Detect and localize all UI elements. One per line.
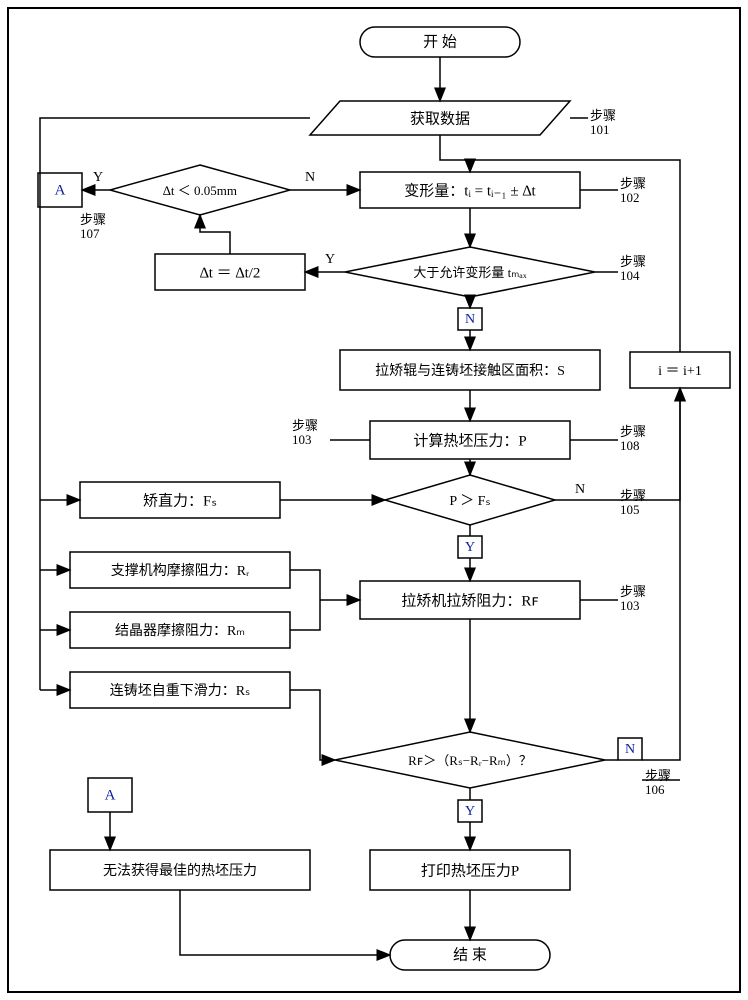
node-incr: i ＝ i+1 xyxy=(630,352,730,388)
label-delta-dec: ∆t ＜ 0.05mm xyxy=(163,183,237,198)
node-printP: 打印热坯压力P xyxy=(370,850,570,890)
node-Rm: 结晶器摩擦阻力：Rₘ xyxy=(70,612,290,648)
step-103a: 步骤103 xyxy=(292,418,318,447)
edge-acquire-deform xyxy=(440,135,470,172)
label-incr: i ＝ i+1 xyxy=(658,364,702,379)
deltadec-N: N xyxy=(305,170,315,185)
node-end: 结 束 xyxy=(390,940,550,970)
node-calcP: 计算热坯压力：P xyxy=(370,421,570,459)
label-A-lower: A xyxy=(105,787,116,803)
node-Fs: 矫直力：Fₛ xyxy=(80,482,280,518)
node-RF: 拉矫机拉矫阻力：Rꜰ xyxy=(360,581,580,619)
label-contact: 拉矫辊与连铸坯接触区面积：S xyxy=(375,362,565,379)
node-half-dt: ∆t ＝ ∆t/2 xyxy=(155,254,305,290)
node-cond-R: Rꜰ＞（Rₛ−Rᵣ−Rₘ）？ xyxy=(335,732,605,788)
label-RF: 拉矫机拉矫阻力：Rꜰ xyxy=(401,592,538,609)
label-Rs: 连铸坯自重下滑力：Rₛ xyxy=(110,682,251,699)
edge-condR-incr xyxy=(642,388,680,760)
label-Fs: 矫直力：Fₛ xyxy=(143,492,217,509)
node-Rr: 支撑机构摩擦阻力：Rᵣ xyxy=(70,552,290,588)
label-p-gt-fs: P ＞ Fₛ xyxy=(449,494,490,509)
label-allow-dec: 大于允许变形量 tₘₐₓ xyxy=(413,265,527,280)
label-Rm: 结晶器摩擦阻力：Rₘ xyxy=(115,622,245,639)
node-A-upper: A xyxy=(38,173,82,207)
node-p-gt-fs: P ＞ Fₛ xyxy=(385,475,555,525)
edge-fail-end xyxy=(180,890,390,955)
step-104: 步骤104 xyxy=(620,254,646,283)
node-A-lower: A xyxy=(88,778,132,812)
svg-text:Y: Y xyxy=(465,540,475,555)
allow-dec-N: N xyxy=(458,308,482,330)
label-fail: 无法获得最佳的热坯压力 xyxy=(103,862,257,879)
svg-text:N: N xyxy=(625,742,635,757)
edge-Rm-join xyxy=(290,600,320,630)
svg-text:N: N xyxy=(465,312,475,327)
node-delta-dec: ∆t ＜ 0.05mm xyxy=(110,165,290,215)
flowchart-canvas: 开 始 获取数据 步骤101 A ∆t ＜ 0.05mm 步骤107 变形量：t… xyxy=(0,0,748,1000)
node-contact: 拉矫辊与连铸坯接触区面积：S xyxy=(340,350,600,390)
node-Rs: 连铸坯自重下滑力：Rₛ xyxy=(70,672,290,708)
label-start: 开 始 xyxy=(423,33,457,50)
step-106: 步骤106 xyxy=(645,768,671,797)
edge-Rs-condR xyxy=(290,690,335,760)
node-deform: 变形量：tᵢ = tᵢ₋₁ ± ∆t xyxy=(360,172,580,208)
step-103b: 步骤103 xyxy=(620,584,646,613)
node-fail: 无法获得最佳的热坯压力 xyxy=(50,850,310,890)
label-deform: 变形量：tᵢ = tᵢ₋₁ ± ∆t xyxy=(404,182,536,199)
cond-R-Y: Y xyxy=(458,800,482,822)
label-printP: 打印热坯压力P xyxy=(421,862,519,879)
p-gt-fs-N: N xyxy=(575,482,585,497)
node-allow-dec: 大于允许变形量 tₘₐₓ xyxy=(345,247,595,297)
label-half-dt: ∆t ＝ ∆t/2 xyxy=(200,265,261,281)
node-start: 开 始 xyxy=(360,27,520,57)
p-gt-fs-Y: Y xyxy=(458,536,482,558)
step-108: 步骤108 xyxy=(620,424,646,453)
label-calcP: 计算热坯压力：P xyxy=(413,431,526,449)
edge-Rr-join xyxy=(290,570,320,600)
label-acquire: 获取数据 xyxy=(410,110,470,127)
node-acquire: 获取数据 xyxy=(310,101,570,135)
edge-halfdt-deltadec xyxy=(200,215,230,254)
label-cond-R: Rꜰ＞（Rₛ−Rᵣ−Rₘ）？ xyxy=(408,753,532,768)
deltadec-Y: Y xyxy=(93,170,103,185)
cond-R-N: N xyxy=(618,738,642,760)
svg-text:Y: Y xyxy=(465,804,475,819)
step-101: 步骤101 xyxy=(590,108,616,137)
label-Rr: 支撑机构摩擦阻力：Rᵣ xyxy=(111,562,250,579)
step-105: 步骤105 xyxy=(620,488,646,517)
label-end: 结 束 xyxy=(453,946,487,963)
allow-Y: Y xyxy=(325,252,335,267)
label-A-upper: A xyxy=(55,182,66,198)
step-102: 步骤102 xyxy=(620,176,646,205)
step-107: 步骤107 xyxy=(80,212,106,241)
